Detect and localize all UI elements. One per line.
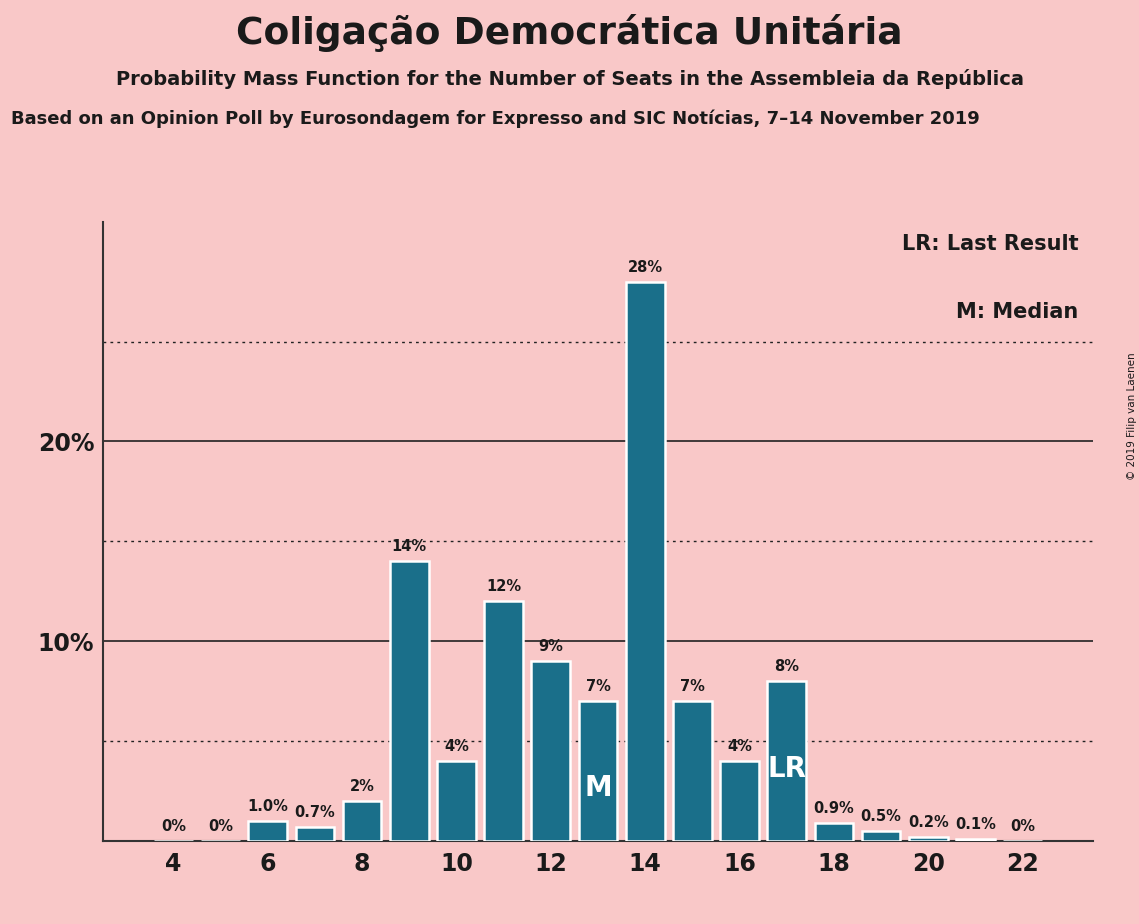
Bar (768, 681, 806, 841)
Bar (720, 761, 759, 841)
Text: 28%: 28% (628, 260, 663, 274)
Bar (248, 821, 287, 841)
Bar (295, 827, 334, 841)
Bar (532, 661, 571, 841)
Bar (579, 701, 617, 841)
Text: 7%: 7% (680, 679, 705, 694)
Bar (814, 823, 853, 841)
Bar (437, 761, 476, 841)
Text: 0.1%: 0.1% (954, 817, 995, 832)
Text: 0%: 0% (208, 819, 233, 833)
Text: 1.0%: 1.0% (247, 799, 288, 814)
Text: M: M (584, 773, 612, 802)
Text: 2%: 2% (350, 779, 375, 794)
Text: 0.9%: 0.9% (813, 801, 854, 816)
Text: © 2019 Filip van Laenen: © 2019 Filip van Laenen (1126, 352, 1137, 480)
Text: 0%: 0% (1010, 819, 1035, 833)
Bar (673, 701, 712, 841)
Text: 0.5%: 0.5% (861, 808, 902, 824)
Bar (909, 837, 948, 841)
Bar (343, 801, 382, 841)
Text: Based on an Opinion Poll by Eurosondagem for Expresso and SIC Notícias, 7–14 Nov: Based on an Opinion Poll by Eurosondagem… (11, 109, 981, 128)
Text: LR: LR (768, 755, 806, 783)
Text: 0.2%: 0.2% (908, 815, 949, 830)
Text: 14%: 14% (392, 540, 427, 554)
Text: Coligação Democrática Unitária: Coligação Democrática Unitária (236, 14, 903, 52)
Text: 12%: 12% (486, 579, 522, 594)
Bar (484, 602, 523, 841)
Bar (956, 839, 994, 841)
Bar (625, 282, 664, 841)
Text: 7%: 7% (585, 679, 611, 694)
Text: Probability Mass Function for the Number of Seats in the Assembleia da República: Probability Mass Function for the Number… (115, 69, 1024, 90)
Text: 9%: 9% (539, 639, 563, 654)
Bar (390, 561, 428, 841)
Text: 4%: 4% (444, 739, 469, 754)
Bar (862, 831, 901, 841)
Text: 4%: 4% (727, 739, 752, 754)
Text: LR: Last Result: LR: Last Result (902, 234, 1079, 254)
Text: 0.7%: 0.7% (295, 805, 335, 820)
Text: 8%: 8% (775, 659, 800, 675)
Text: 0%: 0% (161, 819, 186, 833)
Text: M: Median: M: Median (957, 302, 1079, 322)
